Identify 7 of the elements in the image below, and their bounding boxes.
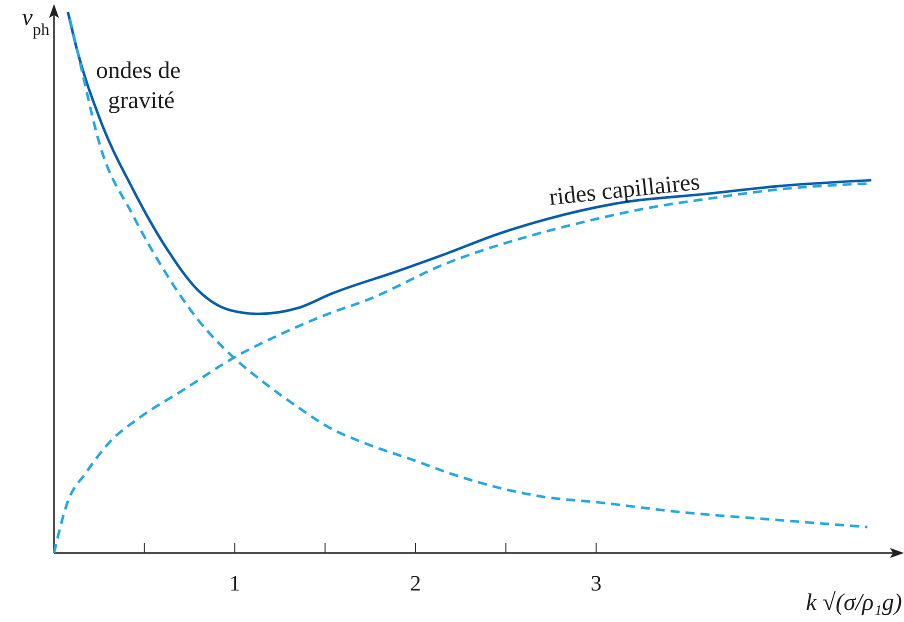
- text: rides capillaires: [548, 169, 702, 211]
- x-axis-title: k √(σ/ρ₁g): [806, 590, 902, 616]
- series-label: ondes de gravité: [96, 58, 181, 114]
- x-tick-label: 3: [590, 570, 602, 596]
- x-tick-label: 2: [410, 570, 421, 596]
- x-tick-label: 1: [229, 570, 240, 596]
- y-axis-title: v$_{ph}$: [22, 5, 50, 38]
